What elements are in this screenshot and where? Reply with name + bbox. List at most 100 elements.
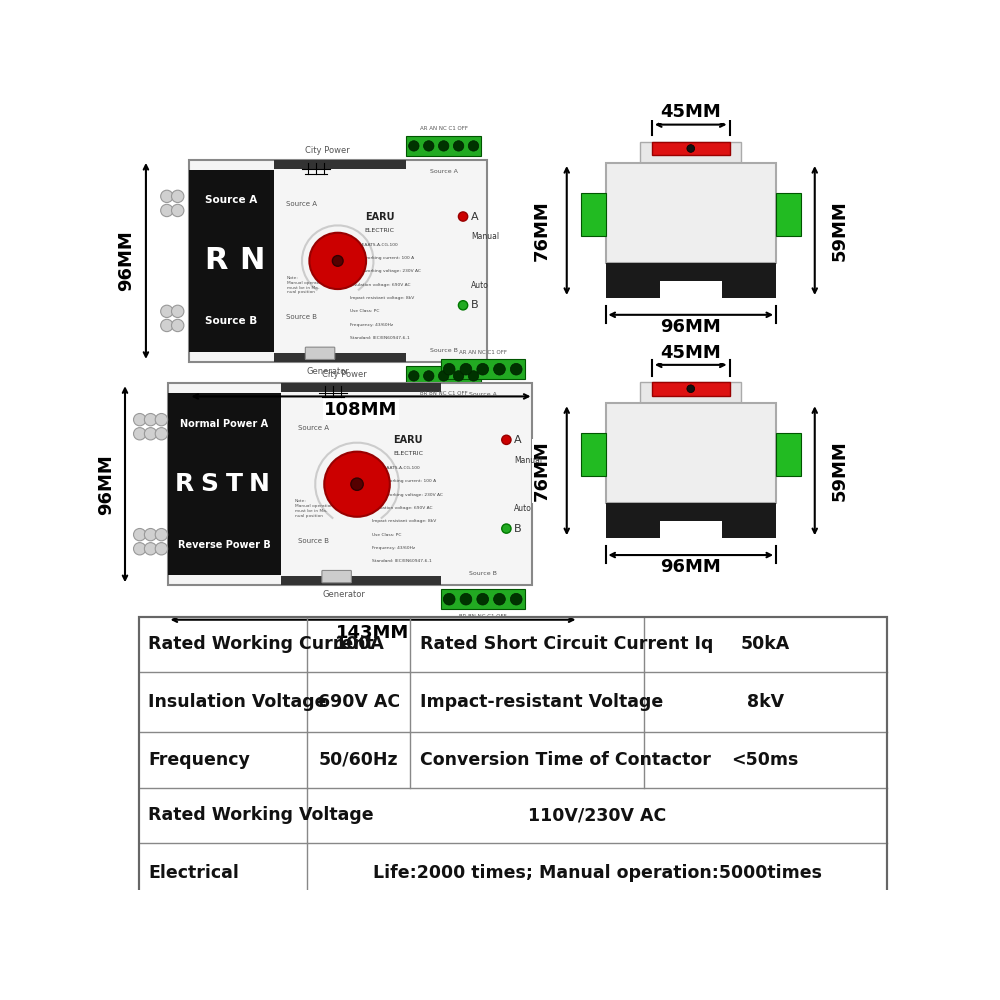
Text: Normal Power A: Normal Power A	[180, 419, 268, 429]
Circle shape	[438, 141, 449, 151]
Circle shape	[161, 319, 173, 332]
Polygon shape	[660, 521, 722, 540]
Circle shape	[468, 141, 479, 151]
Text: Note:
Manual operation
must be in Ma-
nual position: Note: Manual operation must be in Ma- nu…	[287, 276, 325, 294]
Text: Standard: IEC/EN60947-6-1: Standard: IEC/EN60947-6-1	[350, 336, 409, 340]
Circle shape	[409, 141, 419, 151]
Text: ELECTRIC: ELECTRIC	[393, 451, 423, 456]
Text: 76MM: 76MM	[533, 200, 551, 261]
Text: Use Class: PC: Use Class: PC	[350, 309, 379, 313]
Circle shape	[155, 528, 168, 541]
Text: Rated working voltage: 230V AC: Rated working voltage: 230V AC	[350, 269, 421, 273]
FancyBboxPatch shape	[274, 160, 406, 169]
Circle shape	[458, 212, 468, 221]
Text: N: N	[249, 472, 270, 496]
Text: R: R	[175, 472, 194, 496]
Text: 108MM: 108MM	[324, 401, 398, 419]
FancyBboxPatch shape	[189, 170, 274, 352]
Text: Reverse Power B: Reverse Power B	[178, 540, 270, 550]
Text: 110V/230V AC: 110V/230V AC	[528, 806, 666, 824]
Text: B: B	[514, 524, 522, 534]
Circle shape	[460, 363, 472, 375]
Circle shape	[687, 145, 695, 152]
Circle shape	[134, 413, 146, 426]
FancyBboxPatch shape	[274, 353, 406, 362]
Text: Source B: Source B	[205, 316, 257, 326]
Text: Source B: Source B	[430, 348, 458, 353]
FancyBboxPatch shape	[606, 403, 776, 503]
Text: 100A: 100A	[334, 635, 384, 653]
Text: 50kA: 50kA	[741, 635, 790, 653]
Text: City Power: City Power	[322, 370, 367, 379]
Text: 690V AC: 690V AC	[318, 693, 400, 711]
Circle shape	[510, 593, 522, 605]
Text: Source B: Source B	[469, 571, 497, 576]
Text: Generator: Generator	[323, 590, 366, 599]
Circle shape	[424, 371, 434, 381]
Circle shape	[502, 435, 511, 444]
Text: Impact-resistant Voltage: Impact-resistant Voltage	[420, 693, 663, 711]
FancyBboxPatch shape	[168, 393, 281, 575]
FancyBboxPatch shape	[652, 382, 730, 396]
Text: Impact resistant voltage: 8kV: Impact resistant voltage: 8kV	[350, 296, 414, 300]
Text: Insulation Voltage: Insulation Voltage	[148, 693, 327, 711]
FancyBboxPatch shape	[640, 142, 741, 163]
Text: 96MM: 96MM	[660, 318, 721, 336]
Text: Life:2000 times; Manual operation:5000times: Life:2000 times; Manual operation:5000ti…	[373, 864, 822, 882]
Text: City Power: City Power	[305, 146, 350, 155]
Circle shape	[172, 190, 184, 203]
FancyBboxPatch shape	[441, 589, 525, 609]
Text: Frequency: 43/60Hz: Frequency: 43/60Hz	[350, 323, 393, 327]
Text: 8kV: 8kV	[747, 693, 784, 711]
Circle shape	[134, 543, 146, 555]
Text: Electrical: Electrical	[148, 864, 239, 882]
FancyBboxPatch shape	[776, 433, 801, 476]
Text: Rated Working Current: Rated Working Current	[148, 635, 374, 653]
Text: N: N	[240, 246, 265, 275]
Circle shape	[332, 256, 343, 266]
Circle shape	[502, 524, 511, 533]
Circle shape	[438, 371, 449, 381]
Circle shape	[155, 428, 168, 440]
FancyBboxPatch shape	[139, 617, 887, 903]
Text: Generator: Generator	[306, 367, 349, 376]
Text: 59MM: 59MM	[831, 440, 849, 501]
Circle shape	[409, 371, 419, 381]
FancyBboxPatch shape	[581, 193, 606, 235]
Text: AR AN NC C1 OFF: AR AN NC C1 OFF	[459, 350, 507, 355]
Text: Manual: Manual	[471, 232, 499, 241]
Circle shape	[351, 478, 363, 490]
Text: Rated working voltage: 230V AC: Rated working voltage: 230V AC	[372, 493, 442, 497]
Circle shape	[443, 363, 455, 375]
FancyBboxPatch shape	[581, 433, 606, 476]
FancyBboxPatch shape	[281, 576, 441, 585]
Text: S: S	[200, 472, 218, 496]
Circle shape	[453, 141, 464, 151]
Text: EARU: EARU	[393, 435, 423, 445]
Text: Source B: Source B	[298, 538, 329, 544]
Circle shape	[687, 385, 695, 393]
Text: Standard: IEC/EN60947-6-1: Standard: IEC/EN60947-6-1	[372, 559, 431, 563]
Text: Source A: Source A	[286, 201, 317, 207]
Circle shape	[172, 204, 184, 217]
Text: Source A: Source A	[469, 392, 497, 397]
Circle shape	[424, 141, 434, 151]
Circle shape	[458, 301, 468, 310]
Text: 45MM: 45MM	[660, 344, 721, 362]
Text: Source A: Source A	[298, 425, 329, 431]
Text: Auto: Auto	[514, 504, 532, 513]
Text: Source A: Source A	[430, 169, 458, 174]
Text: Use Class: PC: Use Class: PC	[372, 533, 401, 537]
Text: 76MM: 76MM	[533, 440, 551, 501]
Text: Insulation voltage: 690V AC: Insulation voltage: 690V AC	[350, 283, 410, 287]
Polygon shape	[660, 281, 722, 299]
FancyBboxPatch shape	[441, 359, 525, 379]
Circle shape	[172, 305, 184, 318]
Circle shape	[453, 371, 464, 381]
Circle shape	[161, 204, 173, 217]
Text: Rated Short Circuit Current Iq: Rated Short Circuit Current Iq	[420, 635, 713, 653]
Text: B: B	[471, 300, 478, 310]
Text: Frequency: Frequency	[148, 751, 250, 769]
FancyBboxPatch shape	[606, 163, 776, 263]
Text: 50/60Hz: 50/60Hz	[319, 751, 399, 769]
